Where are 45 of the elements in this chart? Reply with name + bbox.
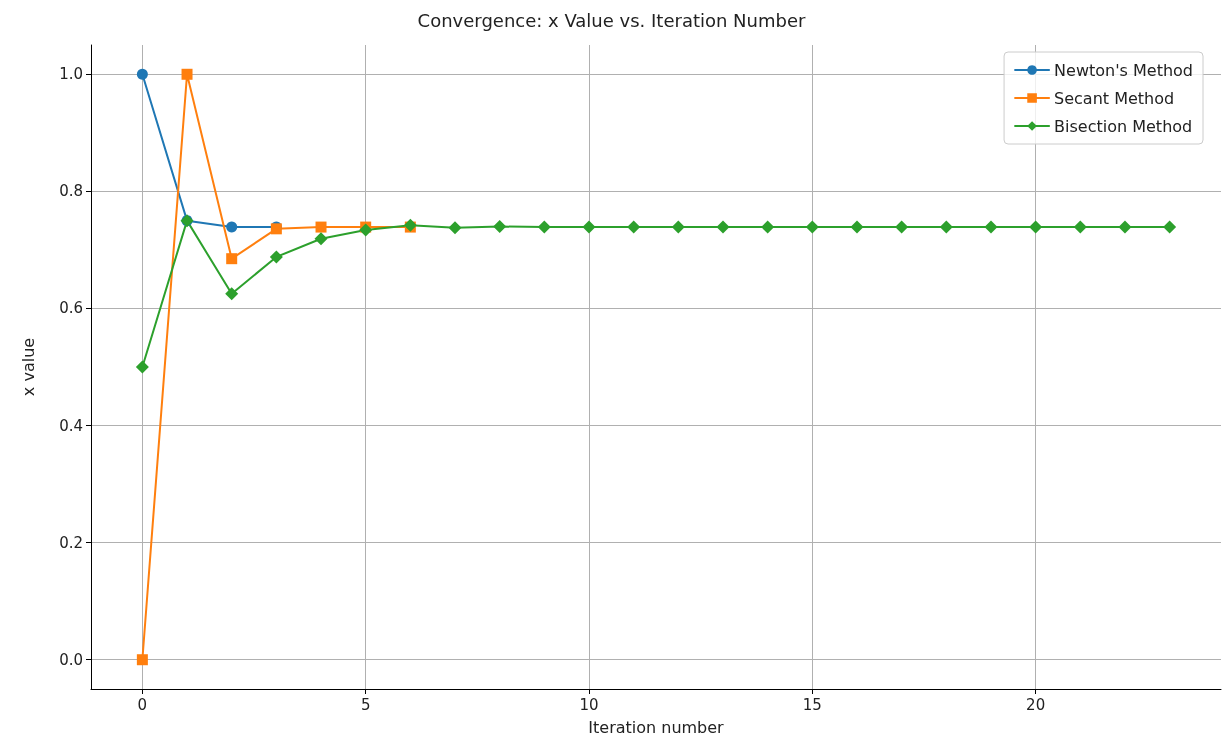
point: [226, 253, 238, 265]
x-tick-label: 15: [802, 695, 822, 714]
point: [716, 220, 730, 234]
point: [671, 220, 685, 234]
point: [315, 221, 327, 233]
point: [537, 220, 551, 234]
chart-title: Convergence: x Value vs. Iteration Number: [417, 9, 807, 31]
point: [359, 223, 373, 237]
point: [805, 220, 819, 234]
point: [984, 220, 998, 234]
y-tick-label: 0.8: [59, 182, 83, 201]
y-axis-title: x value: [18, 337, 38, 397]
point: [939, 220, 953, 234]
legend-label: Secant Method: [1054, 88, 1175, 108]
legend-label: Bisection Method: [1054, 116, 1193, 136]
point: [269, 250, 283, 264]
y-tick-label: 1.0: [59, 65, 83, 84]
point: [136, 68, 148, 80]
point: [627, 220, 641, 234]
y-tick-label: 0.4: [59, 416, 83, 435]
point: [135, 360, 149, 374]
point: [314, 232, 328, 246]
point: [582, 220, 596, 234]
y-tick-label: 0.6: [59, 299, 83, 318]
point: [225, 287, 239, 301]
point: [850, 220, 864, 234]
x-tick-label: 5: [360, 695, 371, 714]
point: [136, 654, 148, 666]
point: [1073, 220, 1087, 234]
x-tick-label: 10: [579, 695, 599, 714]
point: [1118, 220, 1132, 234]
legend-label: Newton's Method: [1054, 60, 1194, 80]
x-tick-label: 0: [137, 695, 148, 714]
y-tick-label: 0.0: [59, 650, 83, 669]
point: [1163, 220, 1177, 234]
x-axis-title: Iteration number: [588, 717, 725, 737]
point: [181, 68, 193, 80]
point: [1029, 220, 1043, 234]
y-tick-label: 0.2: [59, 533, 83, 552]
point: [895, 220, 909, 234]
point: [226, 221, 238, 233]
point: [761, 220, 775, 234]
point: [493, 219, 507, 233]
point: [448, 221, 462, 235]
x-tick-label: 20: [1026, 695, 1046, 714]
